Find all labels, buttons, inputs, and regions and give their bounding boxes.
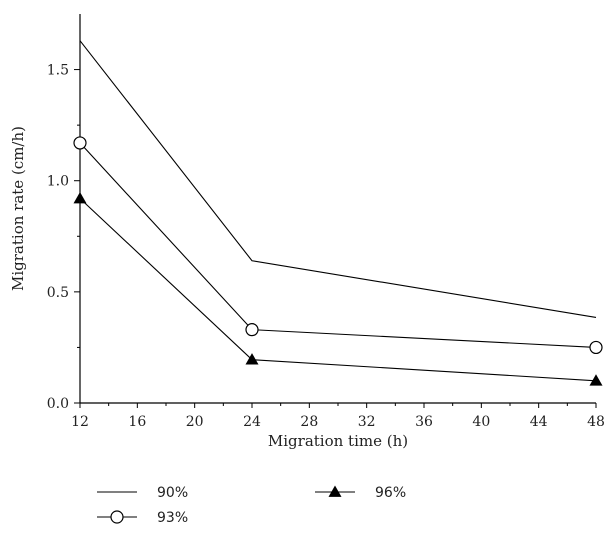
data-point (73, 136, 87, 150)
x-tick-label: 16 (128, 414, 146, 430)
x-tick-label: 36 (415, 414, 433, 430)
series-line (79, 142, 597, 348)
x-tick-label: 28 (300, 414, 318, 430)
legend-marker (110, 510, 124, 524)
y-axis-title: Migration rate (cm/h) (9, 126, 27, 291)
legend-marker (328, 485, 342, 497)
legend-item: 93% (97, 510, 188, 526)
y-tick-label: 0.0 (47, 396, 69, 412)
series-layer (73, 40, 603, 386)
x-tick-label: 24 (243, 414, 261, 430)
series-0 (79, 40, 597, 318)
data-point (589, 374, 603, 386)
y-tick-label: 0.5 (47, 285, 69, 301)
data-point (245, 323, 259, 337)
legend-item: 90% (97, 485, 188, 501)
data-point (589, 340, 603, 355)
legend-label: 93% (157, 510, 188, 526)
x-tick-label: 32 (358, 414, 376, 430)
x-tick-label: 20 (186, 414, 204, 430)
x-tick-label: 40 (472, 414, 490, 430)
x-axis-title: Migration time (h) (268, 432, 408, 450)
x-tick-label: 44 (530, 414, 548, 430)
series-1 (73, 136, 603, 355)
data-point (73, 191, 87, 204)
series-line (79, 198, 597, 382)
y-tick-label: 1.0 (47, 174, 69, 190)
series-line (79, 40, 597, 318)
series-2 (73, 191, 603, 386)
x-tick-label: 12 (71, 414, 89, 430)
x-tick-label: 48 (587, 414, 605, 430)
y-tick-label: 1.5 (47, 63, 69, 79)
legend-label: 90% (157, 485, 188, 501)
data-point (245, 353, 259, 365)
legend: 90% 93% 96% (97, 485, 406, 526)
legend-label: 96% (375, 485, 406, 501)
x-ticks: 12 16 20 24 28 32 36 40 44 48 (71, 403, 605, 430)
axes (79, 14, 596, 404)
legend-item: 96% (315, 485, 406, 501)
y-ticks: 0.0 0.5 1.0 1.5 (47, 63, 80, 412)
